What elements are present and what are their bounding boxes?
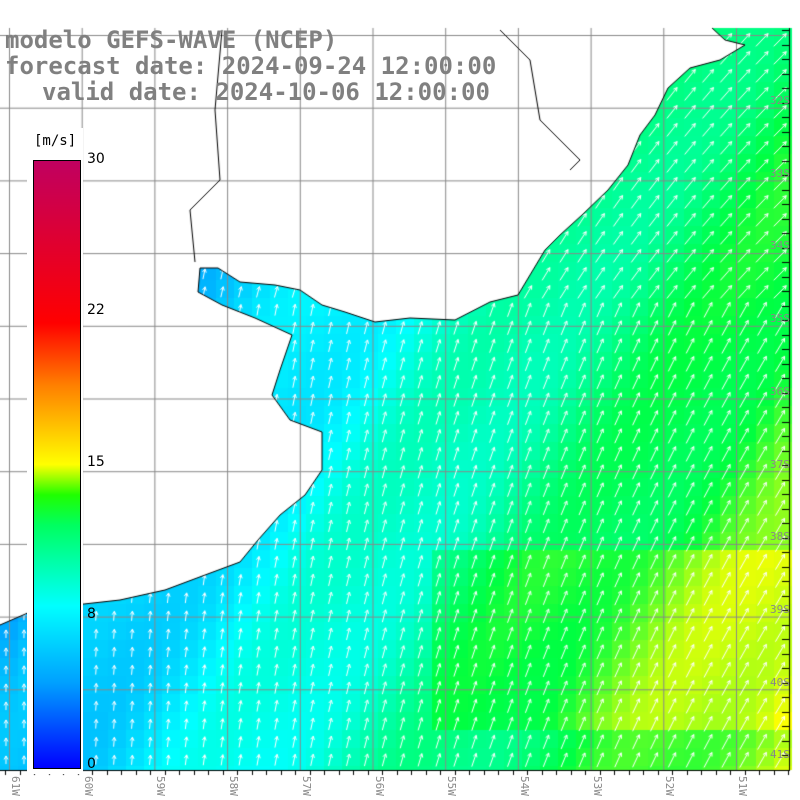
longitude-label: 52W — [663, 776, 677, 796]
longitude-label: 60W — [81, 776, 95, 796]
colorbar-label-30: 30 — [87, 151, 105, 167]
latitude-label: 40S — [770, 675, 790, 689]
model-title: modelo GEFS-WAVE (NCEP) — [5, 26, 338, 54]
latitude-label: 37S — [770, 457, 790, 471]
colorbar — [33, 160, 81, 769]
latitude-label: 36S — [770, 384, 790, 398]
longitude-label: 51W — [736, 776, 749, 796]
latitude-label: 32S — [770, 94, 790, 107]
longitude-label: 56W — [372, 776, 386, 796]
longitude-label: 58W — [227, 776, 241, 796]
colorbar-label-22: 22 — [87, 302, 105, 318]
latitude-label: 35S — [770, 312, 790, 326]
longitude-label: 59W — [154, 776, 168, 796]
longitude-label: 53W — [590, 776, 604, 796]
latitude-label: 34S — [770, 239, 790, 253]
longitude-label: 55W — [445, 776, 459, 796]
forecast-date: forecast date: 2024-09-24 12:00:00 — [5, 52, 497, 80]
latitude-label: 41S — [770, 748, 790, 762]
colorbar-label-15: 15 — [87, 454, 105, 470]
colorbar-label-0: 0 — [87, 756, 96, 772]
valid-date: valid date: 2024-10-06 12:00:00 — [42, 78, 490, 106]
longitude-label: 54W — [517, 776, 531, 796]
colorbar-label-8: 8 — [87, 606, 96, 622]
longitude-label: 57W — [299, 776, 313, 796]
longitude-label: 61W — [9, 776, 22, 796]
latitude-label: 39S — [770, 602, 790, 616]
latitude-label: 38S — [770, 530, 790, 544]
latitude-label: 33S — [770, 166, 790, 180]
colorbar-unit: [m/s] — [34, 133, 77, 149]
